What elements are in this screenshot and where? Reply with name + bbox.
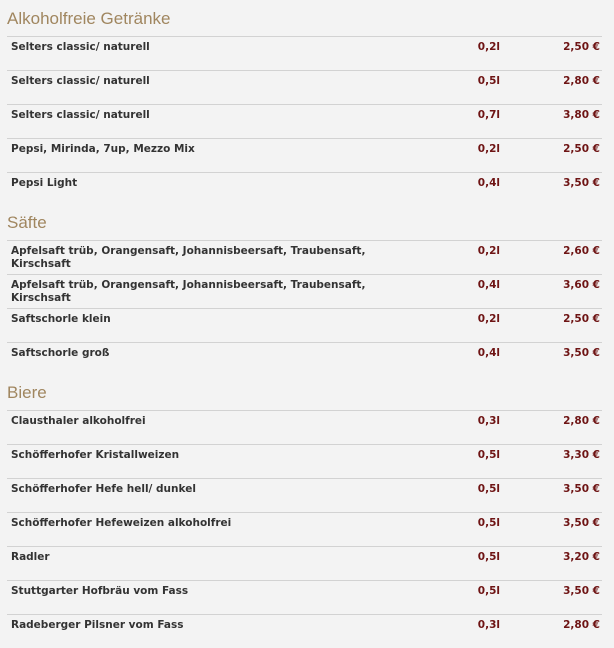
- item-name: Saftschorle klein: [11, 313, 111, 325]
- item-price: 3,20 €: [563, 551, 600, 563]
- item-volume: 0,5l: [477, 585, 500, 597]
- menu-item: Pepsi, Mirinda, 7up, Mezzo Mix 0,2l 2,50 €: [7, 138, 602, 172]
- item-volume: 0,4l: [477, 177, 500, 189]
- item-volume: 0,5l: [477, 449, 500, 461]
- item-price: 3,50 €: [563, 517, 600, 529]
- item-volume: 0,7l: [477, 109, 500, 121]
- item-name: Apfelsaft trüb, Orangensaft, Johannisbee…: [11, 279, 366, 304]
- item-volume: 0,4l: [477, 347, 500, 359]
- item-volume: 0,3l: [477, 619, 500, 631]
- item-name: Pepsi Light: [11, 177, 78, 189]
- menu-item: Saftschorle klein 0,2l 2,50 €: [7, 308, 602, 342]
- menu-item: Pepsi Light 0,4l 3,50 €: [7, 172, 602, 206]
- item-volume: 0,5l: [477, 551, 500, 563]
- menu-item: Schöfferhofer Kristallweizen 0,5l 3,30 €: [7, 444, 602, 478]
- item-name: Selters classic/ naturell: [11, 75, 150, 87]
- menu-item: Apfelsaft trüb, Orangensaft, Johannisbee…: [7, 274, 602, 308]
- item-name: Clausthaler alkoholfrei: [11, 415, 146, 427]
- item-volume: 0,2l: [477, 41, 500, 53]
- item-price: 3,50 €: [563, 483, 600, 495]
- item-volume: 0,3l: [477, 415, 500, 427]
- item-volume: 0,5l: [477, 75, 500, 87]
- item-name: Schöfferhofer Kristallweizen: [11, 449, 180, 461]
- section-title: Alkoholfreie Getränke: [7, 9, 171, 28]
- item-price: 3,50 €: [563, 347, 600, 359]
- menu-item: Apfelsaft trüb, Orangensaft, Johannisbee…: [7, 240, 602, 274]
- item-name: Stuttgarter Hofbräu vom Fass: [11, 585, 189, 597]
- menu-item: Radeberger Pilsner vom Fass 0,3l 2,80 €: [7, 614, 602, 648]
- item-name: Radler: [11, 551, 50, 563]
- menu-item: Radler 0,5l 3,20 €: [7, 546, 602, 580]
- item-name: Saftschorle groß: [11, 347, 110, 359]
- item-volume: 0,5l: [477, 517, 500, 529]
- item-price: 2,50 €: [563, 143, 600, 155]
- item-volume: 0,2l: [477, 143, 500, 155]
- item-price: 3,50 €: [563, 177, 600, 189]
- menu-item: Selters classic/ naturell 0,5l 2,80 €: [7, 70, 602, 104]
- menu-item: Saftschorle groß 0,4l 3,50 €: [7, 342, 602, 376]
- menu-item: Selters classic/ naturell 0,2l 2,50 €: [7, 36, 602, 70]
- menu-item: Clausthaler alkoholfrei 0,3l 2,80 €: [7, 410, 602, 444]
- item-name: Pepsi, Mirinda, 7up, Mezzo Mix: [11, 143, 195, 155]
- item-price: 3,50 €: [563, 585, 600, 597]
- item-volume: 0,5l: [477, 483, 500, 495]
- section-title: Säfte: [7, 213, 47, 232]
- item-price: 2,50 €: [563, 313, 600, 325]
- menu-item: Selters classic/ naturell 0,7l 3,80 €: [7, 104, 602, 138]
- item-name: Selters classic/ naturell: [11, 109, 150, 121]
- item-price: 2,80 €: [563, 619, 600, 631]
- menu-item: Schöfferhofer Hefeweizen alkoholfrei 0,5l…: [7, 512, 602, 546]
- item-price: 2,80 €: [563, 75, 600, 87]
- item-price: 3,30 €: [563, 449, 600, 461]
- item-name: Radeberger Pilsner vom Fass: [11, 619, 184, 631]
- item-name: Schöfferhofer Hefe hell/ dunkel: [11, 483, 196, 495]
- item-name: Selters classic/ naturell: [11, 41, 150, 53]
- item-price: 3,60 €: [563, 279, 600, 291]
- item-price: 3,80 €: [563, 109, 600, 121]
- item-price: 2,80 €: [563, 415, 600, 427]
- item-volume: 0,4l: [477, 279, 500, 291]
- item-volume: 0,2l: [477, 313, 500, 325]
- menu-item: Schöfferhofer Hefe hell/ dunkel 0,5l 3,50 …: [7, 478, 602, 512]
- item-volume: 0,2l: [477, 245, 500, 257]
- item-price: 2,50 €: [563, 41, 600, 53]
- section-title: Biere: [7, 383, 47, 402]
- menu-item: Stuttgarter Hofbräu vom Fass 0,5l 3,50 €: [7, 580, 602, 614]
- item-price: 2,60 €: [563, 245, 600, 257]
- item-name: Apfelsaft trüb, Orangensaft, Johannisbee…: [11, 245, 366, 270]
- item-name: Schöfferhofer Hefeweizen alkoholfrei: [11, 517, 232, 529]
